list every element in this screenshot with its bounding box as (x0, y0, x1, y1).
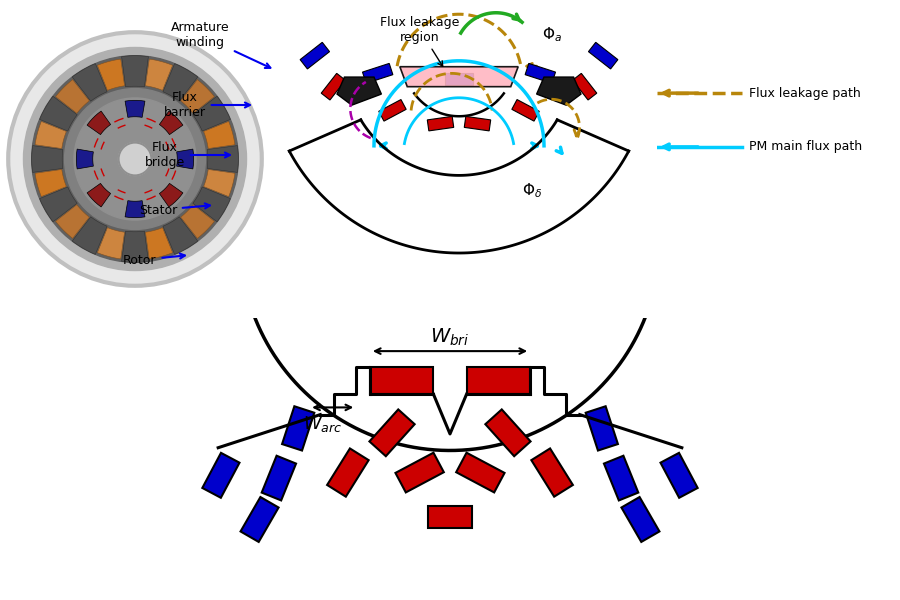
Polygon shape (207, 146, 238, 172)
Polygon shape (456, 453, 505, 493)
Polygon shape (464, 116, 491, 131)
Polygon shape (40, 187, 77, 222)
Polygon shape (125, 100, 145, 118)
Polygon shape (531, 448, 573, 497)
Text: $W_{arc}$: $W_{arc}$ (303, 414, 343, 434)
Polygon shape (240, 497, 279, 542)
Text: Flux
barrier: Flux barrier (164, 91, 250, 119)
Polygon shape (512, 100, 539, 121)
Polygon shape (35, 121, 67, 149)
Polygon shape (32, 146, 63, 172)
Polygon shape (193, 187, 230, 222)
Polygon shape (621, 497, 660, 542)
Polygon shape (262, 456, 296, 500)
Polygon shape (159, 184, 183, 207)
Polygon shape (87, 111, 111, 134)
Circle shape (65, 89, 205, 229)
Polygon shape (122, 231, 148, 262)
Text: $\Phi_\delta$: $\Phi_\delta$ (522, 181, 542, 200)
Polygon shape (321, 73, 346, 100)
Circle shape (8, 32, 262, 286)
Text: Rotor: Rotor (123, 253, 184, 266)
Text: Flux leakage path: Flux leakage path (750, 86, 861, 100)
Text: PM main flux path: PM main flux path (750, 140, 862, 154)
Polygon shape (56, 205, 89, 238)
Polygon shape (536, 77, 581, 105)
Polygon shape (163, 217, 198, 254)
Polygon shape (97, 59, 124, 91)
Polygon shape (146, 227, 173, 259)
Polygon shape (445, 73, 473, 85)
Polygon shape (589, 43, 618, 69)
Text: Armature
winding: Armature winding (171, 21, 270, 68)
Polygon shape (76, 149, 94, 169)
Polygon shape (35, 169, 67, 197)
Polygon shape (400, 67, 518, 86)
Polygon shape (337, 77, 382, 105)
Polygon shape (525, 64, 555, 83)
Text: $W_{bri}$: $W_{bri}$ (430, 326, 470, 348)
Polygon shape (428, 506, 472, 528)
Polygon shape (604, 456, 638, 500)
Polygon shape (97, 227, 124, 259)
Polygon shape (159, 111, 183, 134)
Polygon shape (379, 100, 406, 121)
Polygon shape (181, 80, 214, 113)
Text: Flux
bridge: Flux bridge (145, 141, 230, 169)
Polygon shape (202, 453, 239, 498)
Text: Flux leakage
region: Flux leakage region (381, 16, 460, 67)
Polygon shape (572, 73, 597, 100)
Polygon shape (40, 96, 77, 131)
Polygon shape (363, 64, 393, 83)
Bar (370, 367, 434, 394)
Polygon shape (586, 406, 618, 451)
Polygon shape (327, 448, 369, 497)
Text: Stator: Stator (139, 203, 210, 217)
Polygon shape (125, 200, 145, 218)
Circle shape (23, 47, 247, 271)
Polygon shape (428, 116, 454, 131)
Polygon shape (203, 121, 235, 149)
Polygon shape (369, 409, 415, 456)
Polygon shape (395, 453, 444, 493)
Circle shape (32, 56, 238, 262)
Polygon shape (282, 406, 314, 451)
Polygon shape (72, 217, 107, 254)
Polygon shape (122, 56, 148, 87)
Polygon shape (56, 80, 89, 113)
Polygon shape (300, 43, 329, 69)
Polygon shape (181, 205, 214, 238)
Polygon shape (146, 59, 173, 91)
Text: $\Phi_a$: $\Phi_a$ (542, 26, 562, 44)
Bar (466, 367, 530, 394)
Polygon shape (661, 453, 698, 498)
Polygon shape (163, 64, 198, 101)
Polygon shape (87, 184, 111, 207)
Circle shape (74, 98, 196, 220)
Polygon shape (203, 169, 235, 197)
Circle shape (119, 143, 151, 175)
Polygon shape (176, 149, 194, 169)
Polygon shape (72, 64, 107, 101)
Polygon shape (485, 409, 531, 456)
Polygon shape (193, 96, 230, 131)
